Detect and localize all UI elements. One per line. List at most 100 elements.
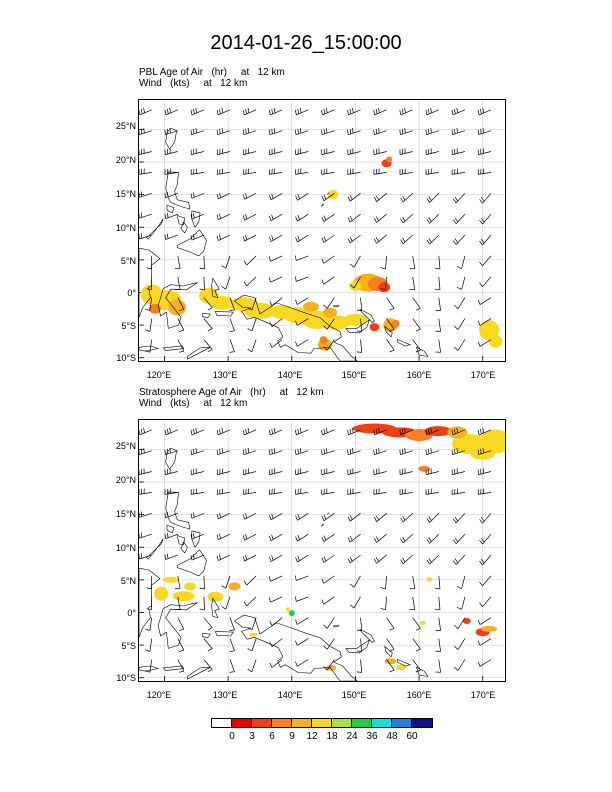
panel1-wind-barb-feather [452, 240, 457, 245]
panel2-wind-barb-feather [428, 537, 432, 542]
panel1-wind-barb [429, 193, 440, 203]
panel1-wind-barb-feather [323, 304, 328, 309]
panel1-wind-barb-feather [271, 193, 274, 199]
panel1-wind-barb-feather [221, 128, 223, 134]
panel2-wind-barb [297, 617, 309, 625]
panel2-wind-barb [455, 554, 466, 565]
panel1-wind-barb [177, 297, 185, 310]
panel1-wind-barb [399, 172, 413, 175]
panel1-wind-barb [482, 234, 492, 246]
panel2-wind-barb [457, 659, 466, 671]
panel2-wind-barb-feather [164, 429, 167, 435]
panel1-wind-barb [385, 276, 387, 290]
panel2-wind-barb-feather [350, 604, 355, 609]
panel2-wind-barb-feather [323, 448, 325, 454]
panel1-wind-barb [452, 109, 466, 116]
panel1-wind-barb [374, 130, 387, 136]
panel1-wind-barb-feather [479, 240, 483, 246]
panel1-wind-barb-feather [269, 342, 273, 348]
panel2-lat-label: 0° [127, 608, 136, 618]
panel1-wind-barb-feather [145, 329, 151, 332]
panel2-wind-barb-feather [269, 514, 272, 520]
panel1-wind-barb-feather [453, 108, 456, 114]
panel2-wind-barb [203, 659, 213, 670]
panel1-wind-barb [203, 318, 213, 329]
panel2-wind-barb [243, 471, 257, 475]
panel1-wind-barb [429, 234, 440, 245]
panel2-wind-barb-feather [295, 557, 298, 563]
panel1-wind-barb [402, 234, 413, 245]
panel1-wind-barb-feather [247, 328, 253, 332]
panel1-wind-barb-feather [426, 239, 430, 245]
panel2-wind-barb-feather [389, 648, 395, 652]
panel1-wind-barb-feather [347, 196, 351, 202]
panel1-wind-barb [296, 109, 309, 116]
panel2-wind-barb-feather [297, 428, 300, 434]
panel1-wind-barb-feather [321, 196, 325, 201]
panel2-wind-barb-feather [219, 554, 221, 560]
panel1-age-patch [343, 313, 368, 326]
panel1-wind-barb-feather [325, 107, 328, 113]
panel1-wind-barb [229, 297, 235, 311]
panel1-wind-barb [191, 172, 204, 175]
panel1-wind-barb-feather [268, 277, 271, 283]
panel1-wind-barb-feather [323, 108, 326, 114]
panel1-wind-barb [191, 130, 205, 136]
panel1-wind-barb-feather [415, 328, 421, 332]
panel1-wind-barb-feather [164, 109, 167, 115]
panel1-wind-barb [139, 213, 152, 219]
panel2-wind-barb-feather [451, 449, 453, 455]
panel1-wind-barb-feather [242, 194, 245, 200]
panel1-wind-barb [326, 297, 335, 309]
panel2-wind-barb-feather [323, 535, 327, 541]
colorbar-swatch [312, 719, 332, 727]
panel2-wind-barb [177, 596, 181, 610]
panel1-wind-barb-feather [269, 321, 273, 327]
panel2-wind-barb-feather [146, 608, 152, 611]
panel1-wind-barb [479, 297, 492, 305]
panel2-wind-barb [326, 638, 335, 650]
panel2-wind-barb-feather [456, 427, 459, 433]
panel2-wind-barb-feather [426, 559, 430, 565]
panel1-wind-barb-feather [295, 255, 297, 261]
panel2-wind-barb [452, 450, 466, 456]
panel1-wind-barb [269, 172, 283, 175]
panel2-wind-barb-feather [199, 608, 205, 611]
panel2-wind-barb-feather [477, 619, 481, 625]
panel2-age-patch [285, 607, 290, 612]
panel1-wind-barb [373, 151, 387, 155]
panel2-wind-barb [296, 429, 309, 436]
panel1-wind-barb [297, 234, 309, 243]
panel2-age-patch [326, 664, 337, 671]
panel1-wind-barb [217, 172, 231, 175]
panel2-wind-barb [482, 575, 492, 587]
panel2-wind-barb-feather [400, 559, 404, 564]
panel2-wind-barb [438, 638, 441, 652]
panel2-wind-barb [326, 617, 335, 629]
panel1-wind-barb-feather [477, 109, 480, 115]
panel2-wind-barb [139, 533, 152, 539]
panel1-wind-barb-feather [199, 288, 205, 291]
panel1-wind-barb-feather [452, 219, 457, 224]
panel2-wind-barb-feather [430, 427, 432, 433]
panel1-wind-barb-feather [323, 215, 327, 221]
panel2-wind-barb [429, 533, 440, 544]
panel2-wind-barb-feather [179, 670, 184, 673]
panel2-age-patch [172, 591, 195, 602]
panel1-wind-barb [425, 172, 439, 175]
panel2-wind-barb-feather [242, 429, 245, 435]
panel2-wind-barb [243, 492, 257, 495]
panel1-wind-barb-feather [216, 129, 219, 135]
panel2-wind-barb-feather [352, 448, 354, 454]
panel2-age-patch [228, 582, 241, 591]
panel1-wind-barb [270, 192, 283, 201]
panel2-lat-label: 5°N [120, 576, 136, 586]
panel1-wind-barb [438, 276, 441, 290]
panel1-wind-barb [478, 130, 492, 136]
panel2-wind-barb-feather [326, 448, 328, 454]
panel2-wind-barb-feather [271, 448, 273, 454]
panel2-wind-barb-feather [269, 662, 273, 668]
panel2-wind-barb [297, 533, 309, 542]
panel2-wind-barb-feather [401, 428, 404, 434]
panel1-wind-barb-feather [454, 217, 459, 223]
